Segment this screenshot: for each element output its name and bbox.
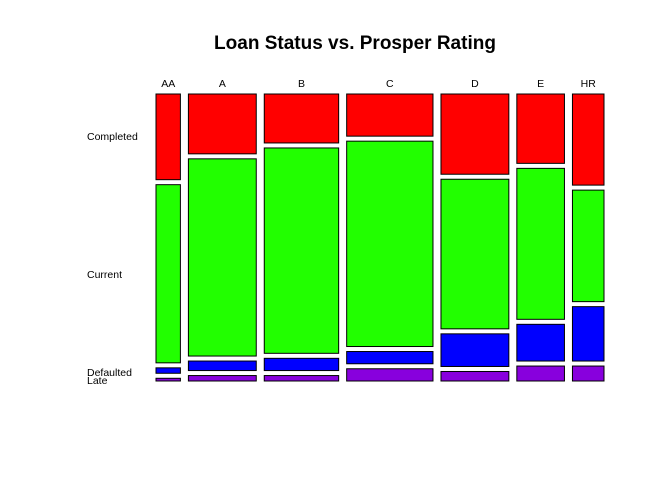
cell-e-current: [516, 167, 565, 320]
cell-aa-completed: [155, 93, 181, 181]
cell-b-completed: [263, 93, 340, 144]
cell-hr-late: [571, 365, 605, 382]
column-label-hr: HR: [581, 78, 597, 90]
cell-b-defaulted: [263, 357, 340, 372]
cell-d-current: [440, 178, 510, 330]
cell-c-completed: [346, 93, 434, 137]
cell-c-current: [346, 140, 434, 348]
cell-c-late: [346, 368, 434, 382]
cell-d-late: [440, 370, 510, 382]
column-label-b: B: [298, 78, 305, 90]
cell-hr-current: [571, 189, 605, 303]
cell-a-defaulted: [187, 360, 257, 372]
column-label-e: E: [537, 78, 544, 90]
row-label-defaulted: Defaulted: [87, 367, 132, 379]
cell-d-completed: [440, 93, 510, 175]
column-label-aa: AA: [161, 78, 175, 90]
row-label-current: Current: [87, 269, 122, 281]
column-label-a: A: [219, 78, 226, 90]
cell-a-late: [187, 375, 257, 382]
cell-aa-current: [155, 184, 181, 364]
cell-hr-completed: [571, 93, 605, 186]
column-label-c: C: [386, 78, 394, 90]
column-labels: AA A B C D E HR: [161, 78, 596, 90]
cell-d-defaulted: [440, 333, 510, 367]
cell-e-late: [516, 365, 565, 382]
cell-a-completed: [187, 93, 257, 155]
cell-c-defaulted: [346, 351, 434, 365]
cell-aa-defaulted: [155, 367, 181, 374]
cell-b-current: [263, 147, 340, 354]
chart-title: Loan Status vs. Prosper Rating: [214, 33, 496, 54]
cell-b-late: [263, 375, 340, 382]
cell-aa-late: [155, 377, 181, 382]
row-label-late: Late: [87, 375, 108, 387]
cell-hr-defaulted: [571, 306, 605, 362]
cell-e-completed: [516, 93, 565, 164]
cell-e-defaulted: [516, 323, 565, 362]
column-label-d: D: [471, 78, 479, 90]
row-label-completed: Completed: [87, 131, 138, 143]
cell-a-current: [187, 158, 257, 357]
mosaic-cells: [155, 93, 605, 382]
